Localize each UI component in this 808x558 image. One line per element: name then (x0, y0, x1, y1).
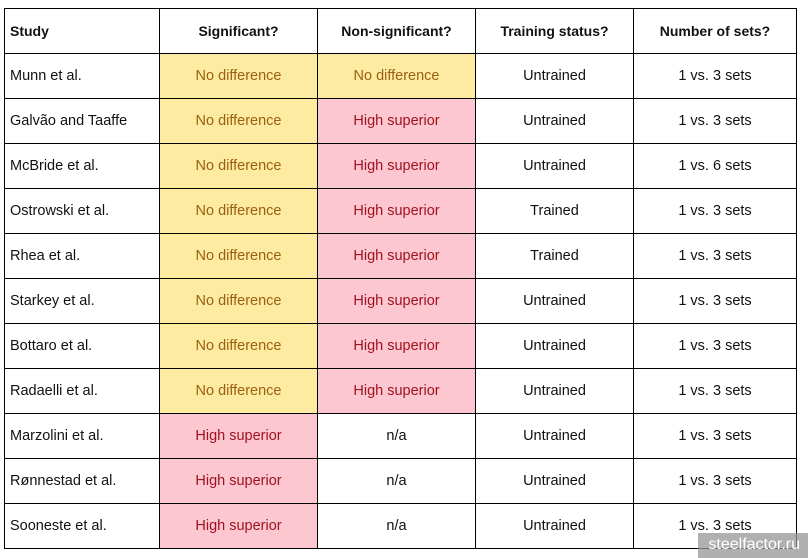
study-cell: Starkey et al. (4, 278, 160, 324)
number-of-sets-cell: 1 vs. 3 sets (633, 413, 797, 459)
header-significant: Significant? (159, 8, 318, 54)
non-significant-cell: High superior (317, 188, 476, 234)
non-significant-cell: High superior (317, 233, 476, 279)
study-cell: Rhea et al. (4, 233, 160, 279)
training-status-cell: Untrained (475, 368, 634, 414)
significant-cell: No difference (159, 98, 318, 144)
study-cell: Rønnestad et al. (4, 458, 160, 504)
training-status-cell: Untrained (475, 143, 634, 189)
table-row: Rhea et al. No difference High superior Tra… (4, 233, 797, 279)
table-header-row: Study Significant? Non-significant? Trai… (4, 8, 797, 54)
significant-cell: High superior (159, 413, 318, 459)
number-of-sets-cell: 1 vs. 6 sets (633, 143, 797, 189)
training-status-cell: Untrained (475, 458, 634, 504)
number-of-sets-cell: 1 vs. 3 sets (633, 233, 797, 279)
non-significant-cell: n/a (317, 413, 476, 459)
significant-cell: No difference (159, 53, 318, 99)
non-significant-cell: High superior (317, 98, 476, 144)
number-of-sets-cell: 1 vs. 3 sets (633, 53, 797, 99)
study-cell: Radaelli et al. (4, 368, 160, 414)
table-row: Radaelli et al. No difference High superio… (4, 368, 797, 414)
training-status-cell: Trained (475, 233, 634, 279)
training-status-cell: Trained (475, 188, 634, 234)
number-of-sets-cell: 1 vs. 3 sets (633, 98, 797, 144)
table-row: McBride et al. No difference High superior… (4, 143, 797, 189)
study-cell: Sooneste et al. (4, 503, 160, 549)
number-of-sets-cell: 1 vs. 3 sets (633, 458, 797, 504)
table-row: Sooneste et al. High superior n/a Untrained… (4, 503, 797, 549)
non-significant-cell: n/a (317, 458, 476, 504)
table-row: Starkey et al. No difference High superior… (4, 278, 797, 324)
significant-cell: No difference (159, 323, 318, 369)
training-status-cell: Untrained (475, 98, 634, 144)
training-status-cell: Untrained (475, 323, 634, 369)
significant-cell: No difference (159, 278, 318, 324)
significant-cell: No difference (159, 143, 318, 189)
table-row: Marzolini et al. High superior n/a Untraine… (4, 413, 797, 459)
header-study: Study (4, 8, 160, 54)
significant-cell: No difference (159, 233, 318, 279)
number-of-sets-cell: 1 vs. 3 sets (633, 188, 797, 234)
comparison-table-container: Study Significant? Non-significant? Trai… (4, 8, 797, 549)
training-status-cell: Untrained (475, 53, 634, 99)
significant-cell: No difference (159, 188, 318, 234)
studies-comparison-table: Study Significant? Non-significant? Trai… (4, 8, 797, 549)
site-watermark: steelfactor.ru (698, 533, 808, 558)
header-number-of-sets: Number of sets? (633, 8, 797, 54)
study-cell: Ostrowski et al. (4, 188, 160, 234)
non-significant-cell: High superior (317, 368, 476, 414)
table-row: Bottaro et al. No difference High superior… (4, 323, 797, 369)
header-non-significant: Non-significant? (317, 8, 476, 54)
training-status-cell: Untrained (475, 413, 634, 459)
table-row: Munn et al. No difference No difference Unt… (4, 53, 797, 99)
non-significant-cell: High superior (317, 323, 476, 369)
non-significant-cell: n/a (317, 503, 476, 549)
header-training-status: Training status? (475, 8, 634, 54)
table-row: Rønnestad et al. High superior n/a Untraine… (4, 458, 797, 504)
study-cell: Bottaro et al. (4, 323, 160, 369)
non-significant-cell: No difference (317, 53, 476, 99)
table-row: Ostrowski et al. No difference High superi… (4, 188, 797, 234)
number-of-sets-cell: 1 vs. 3 sets (633, 278, 797, 324)
training-status-cell: Untrained (475, 278, 634, 324)
study-cell: Galvão and Taaffe (4, 98, 160, 144)
significant-cell: No difference (159, 368, 318, 414)
table-body: Munn et al. No difference No difference Unt… (4, 53, 797, 549)
significant-cell: High superior (159, 503, 318, 549)
significant-cell: High superior (159, 458, 318, 504)
number-of-sets-cell: 1 vs. 3 sets (633, 323, 797, 369)
table-row: Galvão and Taaffe No difference High super… (4, 98, 797, 144)
study-cell: Marzolini et al. (4, 413, 160, 459)
number-of-sets-cell: 1 vs. 3 sets (633, 368, 797, 414)
study-cell: McBride et al. (4, 143, 160, 189)
non-significant-cell: High superior (317, 143, 476, 189)
study-cell: Munn et al. (4, 53, 160, 99)
non-significant-cell: High superior (317, 278, 476, 324)
training-status-cell: Untrained (475, 503, 634, 549)
